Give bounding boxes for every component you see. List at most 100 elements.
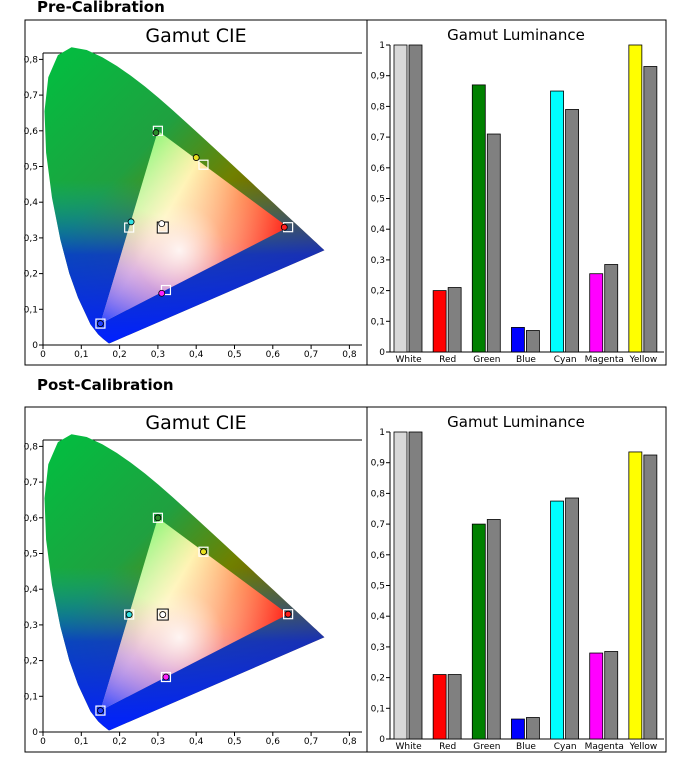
target-marker-green <box>152 512 163 523</box>
luminance-y-tick-label: 0,1 <box>371 317 385 327</box>
luminance-y-tick-label: 1 <box>379 428 385 438</box>
cie-x-tick-label: 0,2 <box>112 350 126 360</box>
measured-marker-blue <box>97 320 104 327</box>
luminance-y-tick-label: 0,2 <box>371 287 385 297</box>
cie-y-tick-label: 0,4 <box>24 585 39 595</box>
cie-x-tick-label: 0,7 <box>304 350 318 360</box>
cie-y-tick-label: 0,8 <box>24 55 39 65</box>
measured-marker-cyan <box>125 611 133 618</box>
cie-x-tick-label: 0,5 <box>227 350 241 360</box>
luminance-title: Gamut Luminance <box>447 26 585 44</box>
cie-x-tick-label: 0,5 <box>227 737 241 747</box>
measured-marker-blue <box>97 707 104 714</box>
measured-bar-magenta <box>589 652 604 740</box>
cie-x-tick-label: 0,6 <box>266 737 281 747</box>
luminance-y-tick-label: 0 <box>379 735 385 745</box>
target-bar-blue <box>526 717 540 740</box>
cie-y-tick-label: 0,4 <box>24 198 39 208</box>
measured-bar-red <box>432 290 447 353</box>
category-label-blue: Blue <box>516 355 536 365</box>
cie-x-tick-label: 0,8 <box>342 350 357 360</box>
target-marker-red <box>283 609 294 620</box>
measured-marker-red <box>280 223 288 231</box>
target-marker-yellow <box>198 159 209 170</box>
gamut-cie-chart: Gamut CIE 0 0,1 0,2 0,3 0,4 0,5 0,6 0,7 0,8 0 0,1 0,… <box>24 406 368 753</box>
luminance-y-tick-label: 1 <box>379 41 385 51</box>
cie-y-tick-label: 0,3 <box>24 234 38 244</box>
measured-marker-green <box>154 514 162 522</box>
category-label-yellow: Yellow <box>629 355 658 365</box>
cie-y-tick-label: 0,5 <box>24 550 38 560</box>
pre-calibration-heading: Pre-Calibration <box>37 0 165 16</box>
target-marker-magenta <box>160 671 172 683</box>
luminance-y-tick-label: 0,8 <box>371 102 386 112</box>
category-label-blue: Blue <box>516 742 536 752</box>
cie-x-tick-label: 0,1 <box>74 350 88 360</box>
cie-y-tick-label: 0 <box>32 341 38 351</box>
category-label-cyan: Cyan <box>554 742 577 752</box>
gamut-luminance-chart: Gamut Luminance 0 0,1 0,2 0,3 0,4 0,5 0,6 0,7 0,8… <box>366 19 667 366</box>
luminance-y-tick-label: 0,6 <box>371 164 386 174</box>
measured-marker-magenta <box>162 673 170 681</box>
cie-y-tick-label: 0,7 <box>24 478 38 488</box>
target-bar-cyan <box>565 109 579 353</box>
measured-marker-green <box>152 129 160 136</box>
target-bar-white <box>408 44 423 353</box>
cie-x-tick-label: 0,4 <box>189 737 204 747</box>
post-calibration-heading: Post-Calibration <box>37 376 174 394</box>
measured-bar-blue <box>511 718 525 740</box>
cie-y-tick-label: 0,7 <box>24 91 38 101</box>
target-bar-green <box>486 519 501 740</box>
target-bar-red <box>447 674 462 740</box>
luminance-y-tick-label: 0,9 <box>371 459 386 469</box>
target-bar-yellow <box>643 66 658 353</box>
target-marker-white-outline <box>156 608 169 621</box>
measured-bar-yellow <box>628 451 643 740</box>
luminance-y-tick-label: 0,8 <box>371 489 386 499</box>
measured-marker-yellow <box>192 154 200 161</box>
target-bar-magenta <box>604 264 619 353</box>
measured-marker-magenta <box>158 289 166 297</box>
target-bar-blue <box>526 330 540 353</box>
measured-marker-white <box>158 220 166 228</box>
luminance-title: Gamut Luminance <box>447 413 585 431</box>
target-marker-cyan <box>124 609 135 620</box>
measured-bar-white <box>393 431 408 740</box>
category-label-white: White <box>395 742 422 752</box>
cie-y-tick-label: 0,1 <box>24 305 38 315</box>
cie-y-tick-label: 0,6 <box>24 514 39 524</box>
srgb-triangle-white-center <box>100 517 289 711</box>
cie-y-tick-label: 0,6 <box>24 127 39 137</box>
target-bar-red <box>447 287 462 353</box>
cie-y-tick-label: 0,5 <box>24 163 38 173</box>
measured-marker-cyan <box>127 218 135 226</box>
cie-x-tick-label: 0,4 <box>189 350 204 360</box>
luminance-y-tick-label: 0 <box>379 348 385 358</box>
luminance-y-tick-label: 0,7 <box>371 133 385 143</box>
measured-bar-red <box>432 674 447 740</box>
category-label-green: Green <box>473 355 500 365</box>
cie-y-tick-label: 0 <box>32 728 38 738</box>
measured-marker-yellow <box>200 548 207 556</box>
target-bar-white <box>408 431 423 740</box>
target-bar-green <box>486 133 501 353</box>
cie-x-tick-label: 0,1 <box>74 737 88 747</box>
category-label-white: White <box>395 355 422 365</box>
measured-marker-white <box>159 611 167 618</box>
category-label-yellow: Yellow <box>629 742 658 752</box>
luminance-y-tick-label: 0,2 <box>371 674 385 684</box>
target-bar-magenta <box>604 651 619 740</box>
cie-x-tick-label: 0,3 <box>151 737 165 747</box>
cie-x-tick-label: 0,8 <box>342 737 357 747</box>
target-bar-cyan <box>565 497 579 740</box>
cie-x-tick-label: 0,2 <box>112 737 126 747</box>
measured-bar-green <box>471 523 486 740</box>
cie-y-tick-label: 0,8 <box>24 442 39 452</box>
measured-bar-green <box>471 84 486 353</box>
luminance-y-tick-label: 0,4 <box>371 225 386 235</box>
category-label-magenta: Magenta <box>585 742 624 752</box>
category-label-red: Red <box>439 742 456 752</box>
cie-title: Gamut CIE <box>145 25 246 47</box>
